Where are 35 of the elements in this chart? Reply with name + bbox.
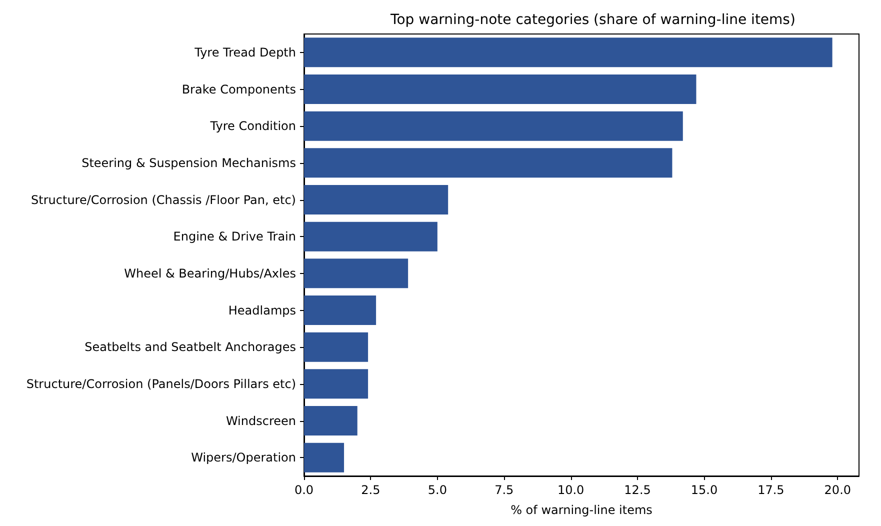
x-axis-title: % of warning-line items bbox=[510, 503, 652, 517]
bar bbox=[304, 111, 683, 141]
y-tick-label: Structure/Corrosion (Panels/Doors Pillars etc) bbox=[26, 376, 296, 391]
y-tick-label: Tyre Tread Depth bbox=[194, 45, 296, 60]
x-tick-label: 7.5 bbox=[494, 483, 514, 497]
x-tick-label: 20.0 bbox=[824, 483, 852, 497]
x-tick-label: 5.0 bbox=[428, 483, 447, 497]
bar bbox=[304, 185, 448, 214]
x-tick-label: 10.0 bbox=[557, 483, 584, 497]
x-tick-label: 0.0 bbox=[294, 483, 314, 497]
y-tick-label: Structure/Corrosion (Chassis /Floor Pan, etc) bbox=[31, 192, 296, 207]
bar bbox=[304, 258, 408, 288]
bar bbox=[304, 38, 832, 68]
y-tick-label: Steering & Suspension Mechanisms bbox=[82, 156, 296, 170]
bar bbox=[304, 222, 438, 252]
bar bbox=[304, 406, 358, 436]
bar bbox=[304, 332, 368, 362]
chart-title: Top warning-note categories (share of warning-line items) bbox=[390, 12, 796, 28]
y-tick-label: Wheel & Bearing/Hubs/Axles bbox=[124, 266, 296, 280]
y-tick-label: Tyre Condition bbox=[209, 119, 296, 134]
x-tick-label: 12.5 bbox=[624, 483, 651, 497]
bar bbox=[304, 442, 344, 472]
y-tick-label: Windscreen bbox=[226, 414, 296, 428]
y-tick-label: Wipers/Operation bbox=[191, 450, 296, 465]
y-tick-label: Engine & Drive Train bbox=[173, 230, 296, 244]
x-tick-label: 15.0 bbox=[690, 483, 718, 497]
bar bbox=[304, 74, 696, 104]
x-tick-label: 17.5 bbox=[758, 483, 784, 497]
bar bbox=[304, 369, 368, 399]
y-tick-label: Headlamps bbox=[228, 303, 296, 318]
bar bbox=[304, 296, 376, 325]
x-tick-label: 2.5 bbox=[361, 483, 380, 497]
y-tick-label: Brake Components bbox=[182, 82, 296, 96]
bar bbox=[304, 148, 672, 178]
y-tick-label: Seatbelts and Seatbelt Anchorages bbox=[84, 340, 296, 354]
